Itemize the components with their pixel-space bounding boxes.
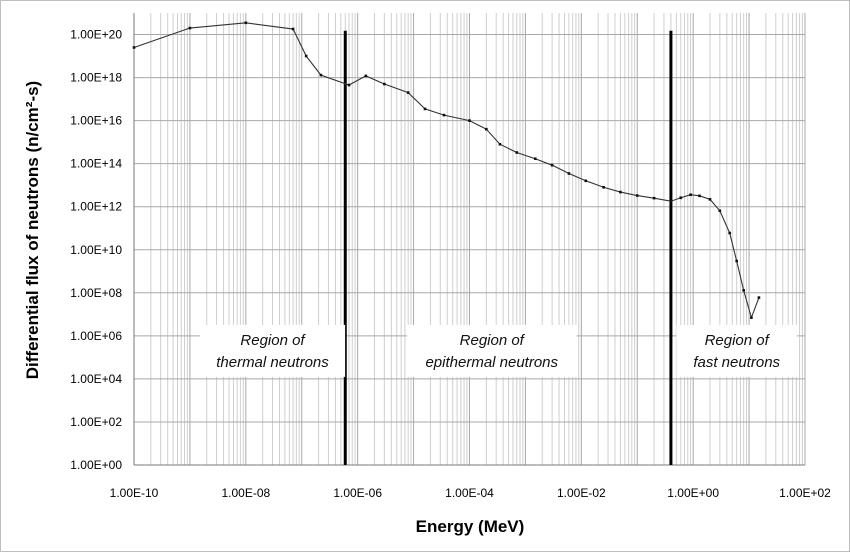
data-point (319, 73, 323, 77)
annotation-box (406, 324, 577, 377)
data-point (347, 83, 351, 87)
y-tick-label: 1.00E+08 (70, 286, 122, 300)
data-point (550, 163, 554, 167)
data-point (304, 54, 308, 58)
data-point (742, 289, 745, 292)
y-tick-label: 1.00E+02 (70, 415, 122, 429)
annotation-box (676, 324, 797, 377)
y-tick-label: 1.00E+06 (70, 329, 122, 343)
region-label: Region of (460, 332, 526, 349)
y-axis-title: Differential flux of neutrons (n/cm²-s) (23, 81, 42, 379)
data-point (132, 46, 136, 49)
x-tick-label: 1.00E+02 (779, 486, 831, 500)
x-tick-label: 1.00E-02 (557, 486, 606, 500)
data-point (188, 26, 192, 30)
x-tick-labels: 1.00E-10 1.00E-08 1.00E-06 1.00E-04 1.00E-02… (110, 486, 832, 500)
data-point (364, 74, 368, 78)
x-tick-label: 1.00E-06 (333, 486, 382, 500)
x-tick-label: 1.00E-08 (221, 486, 270, 500)
data-point (619, 190, 622, 194)
series-layer (132, 21, 761, 320)
data-point (652, 196, 656, 200)
data-point (635, 194, 639, 197)
data-point (584, 179, 588, 183)
data-point (291, 27, 295, 31)
x-tick-label: 1.00E+00 (667, 486, 719, 500)
data-point (533, 157, 537, 161)
data-point (698, 194, 701, 198)
region-label: fast neutrons (693, 354, 780, 371)
data-point (406, 91, 410, 94)
data-point (442, 113, 446, 117)
data-point (602, 185, 605, 189)
major-grid (133, 13, 806, 466)
y-tick-label: 1.00E+10 (70, 243, 122, 257)
y-tick-label: 1.00E+18 (70, 71, 122, 85)
data-point (689, 193, 692, 197)
y-tick-label: 1.00E+14 (70, 157, 122, 171)
data-point (515, 151, 519, 154)
data-point (485, 127, 488, 131)
region-label: Region of (240, 332, 306, 349)
data-point (498, 142, 502, 146)
y-tick-label: 1.00E+04 (70, 372, 122, 386)
data-point (735, 259, 738, 263)
data-point (708, 198, 712, 201)
data-point (728, 231, 731, 235)
y-tick-labels: 1.00E+00 1.00E+02 1.00E+04 1.00E+06 1.00E+08… (70, 28, 122, 472)
data-point (718, 209, 722, 213)
region-boundaries (343, 30, 673, 465)
data-point (669, 199, 673, 203)
region-label: thermal neutrons (216, 354, 329, 371)
data-point (757, 296, 761, 299)
x-tick-label: 1.00E-10 (110, 486, 159, 500)
data-point (679, 196, 683, 200)
minor-grid (150, 13, 803, 465)
region-label: Region of (705, 332, 771, 349)
y-tick-label: 1.00E+16 (70, 114, 122, 128)
data-point (244, 21, 248, 25)
data-point (423, 107, 427, 111)
data-point (383, 82, 386, 86)
x-tick-label: 1.00E-04 (445, 486, 494, 500)
annotation-box (199, 324, 346, 377)
data-point (750, 316, 753, 319)
y-tick-label: 1.00E+20 (70, 28, 122, 42)
y-tick-label: 1.00E+00 (70, 458, 122, 472)
region-annotations: Region of thermal neutrons Region of epithe… (199, 324, 797, 377)
y-tick-label: 1.00E+12 (70, 200, 122, 214)
data-point (468, 119, 471, 122)
data-point (567, 172, 571, 175)
region-label: epithermal neutrons (425, 354, 558, 371)
series-line (133, 22, 760, 320)
x-axis-title: Energy (MeV) (416, 517, 525, 536)
